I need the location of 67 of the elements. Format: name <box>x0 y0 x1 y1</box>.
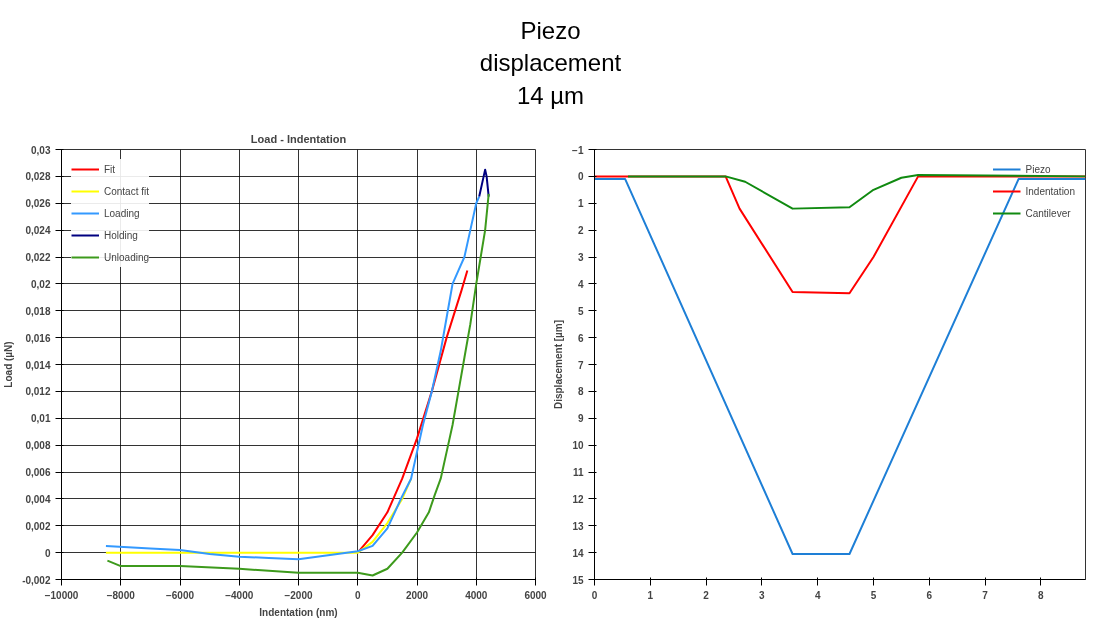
x-tick-label: 1 <box>647 589 654 601</box>
y-tick-label: 12 <box>572 493 584 505</box>
text: Piezo displacement 14 µm <box>479 17 622 109</box>
legend-label: Unloading <box>104 251 150 263</box>
y-tick-label: 0,012 <box>25 386 51 398</box>
y-tick-label: 3 <box>577 252 584 263</box>
legend-label: Piezo <box>1025 163 1051 175</box>
y-tick-label: 0,02 <box>31 278 51 290</box>
y-tick-label: 0,016 <box>25 332 51 344</box>
x-tick-label: −8000 <box>106 589 136 601</box>
y-tick-label: 0,03 <box>31 144 51 156</box>
line-series <box>626 174 1086 210</box>
x-tick-label: −4000 <box>225 589 254 601</box>
y-tick-label: 11 <box>572 467 584 478</box>
x-tick-label: 6000 <box>524 589 548 601</box>
y-tick-label: 0,028 <box>25 171 51 183</box>
chart-title: Load - Indentation <box>250 132 347 145</box>
y-tick-label: 6 <box>577 332 584 344</box>
y-tick-label: 0,024 <box>25 225 51 237</box>
y-tick-label: 8 <box>577 386 584 398</box>
y-tick-label: 0,022 <box>25 252 51 263</box>
legend-label: Indentation <box>1025 185 1075 197</box>
y-tick-label: 15 <box>572 574 584 586</box>
y-tick-label: 1 <box>577 198 584 210</box>
x-tick-label: 2 <box>703 589 710 601</box>
y-axis-title: Load (µN) <box>3 341 15 388</box>
legend-label: Holding <box>104 229 138 241</box>
legend-label: Loading <box>104 207 140 219</box>
x-tick-label: 4 <box>814 589 821 601</box>
x-tick-label: 0 <box>591 589 598 601</box>
y-tick-label: 0,008 <box>25 440 51 452</box>
y-tick-label: 0,006 <box>25 467 51 478</box>
y-tick-label: 9 <box>577 413 584 425</box>
y-tick-label: 0,004 <box>25 493 51 505</box>
legend-label: Fit <box>104 163 117 175</box>
y-tick-label: 14 <box>572 547 584 559</box>
y-tick-label: 7 <box>577 359 584 371</box>
legend-label: Contact fit <box>104 185 150 197</box>
line-series <box>478 168 490 198</box>
y-tick-label: 5 <box>577 305 584 317</box>
y-tick-label: 0,01 <box>31 413 51 425</box>
y-tick-label: 0 <box>577 171 584 183</box>
y-tick-label: 0,026 <box>25 198 51 210</box>
x-tick-label: −10000 <box>44 589 79 601</box>
y-tick-label: -0,002 <box>22 574 51 586</box>
x-tick-label: 8 <box>1038 589 1045 601</box>
y-tick-label: 10 <box>572 440 584 452</box>
x-tick-label: −6000 <box>165 589 195 601</box>
x-tick-label: 6 <box>926 589 933 601</box>
x-tick-label: 3 <box>759 589 766 601</box>
legend-label: Cantilever <box>1025 207 1071 219</box>
y-tick-label: 0,002 <box>25 520 51 532</box>
x-tick-label: 2000 <box>405 589 429 601</box>
x-tick-label: 5 <box>870 589 877 601</box>
y-tick-label: 0,018 <box>25 305 51 317</box>
x-axis-title: Indentation (nm) <box>259 606 338 618</box>
y-tick-label: −1 <box>572 144 584 156</box>
y-tick-label: 4 <box>577 278 584 290</box>
x-tick-label: 0 <box>354 589 361 601</box>
x-tick-label: 4000 <box>465 589 488 601</box>
y-tick-label: 0 <box>44 547 51 559</box>
y-tick-label: 0,014 <box>25 359 51 371</box>
y-tick-label: 2 <box>577 225 584 237</box>
y-tick-label: 13 <box>572 520 584 532</box>
x-tick-label: 7 <box>982 589 989 601</box>
x-tick-label: −2000 <box>284 589 313 601</box>
y-axis-title: Displacement [µm] <box>553 319 565 410</box>
